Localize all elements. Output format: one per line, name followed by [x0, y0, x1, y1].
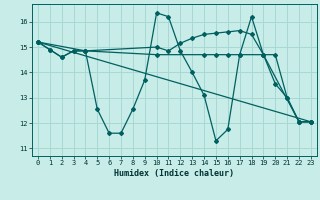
X-axis label: Humidex (Indice chaleur): Humidex (Indice chaleur) — [115, 169, 234, 178]
